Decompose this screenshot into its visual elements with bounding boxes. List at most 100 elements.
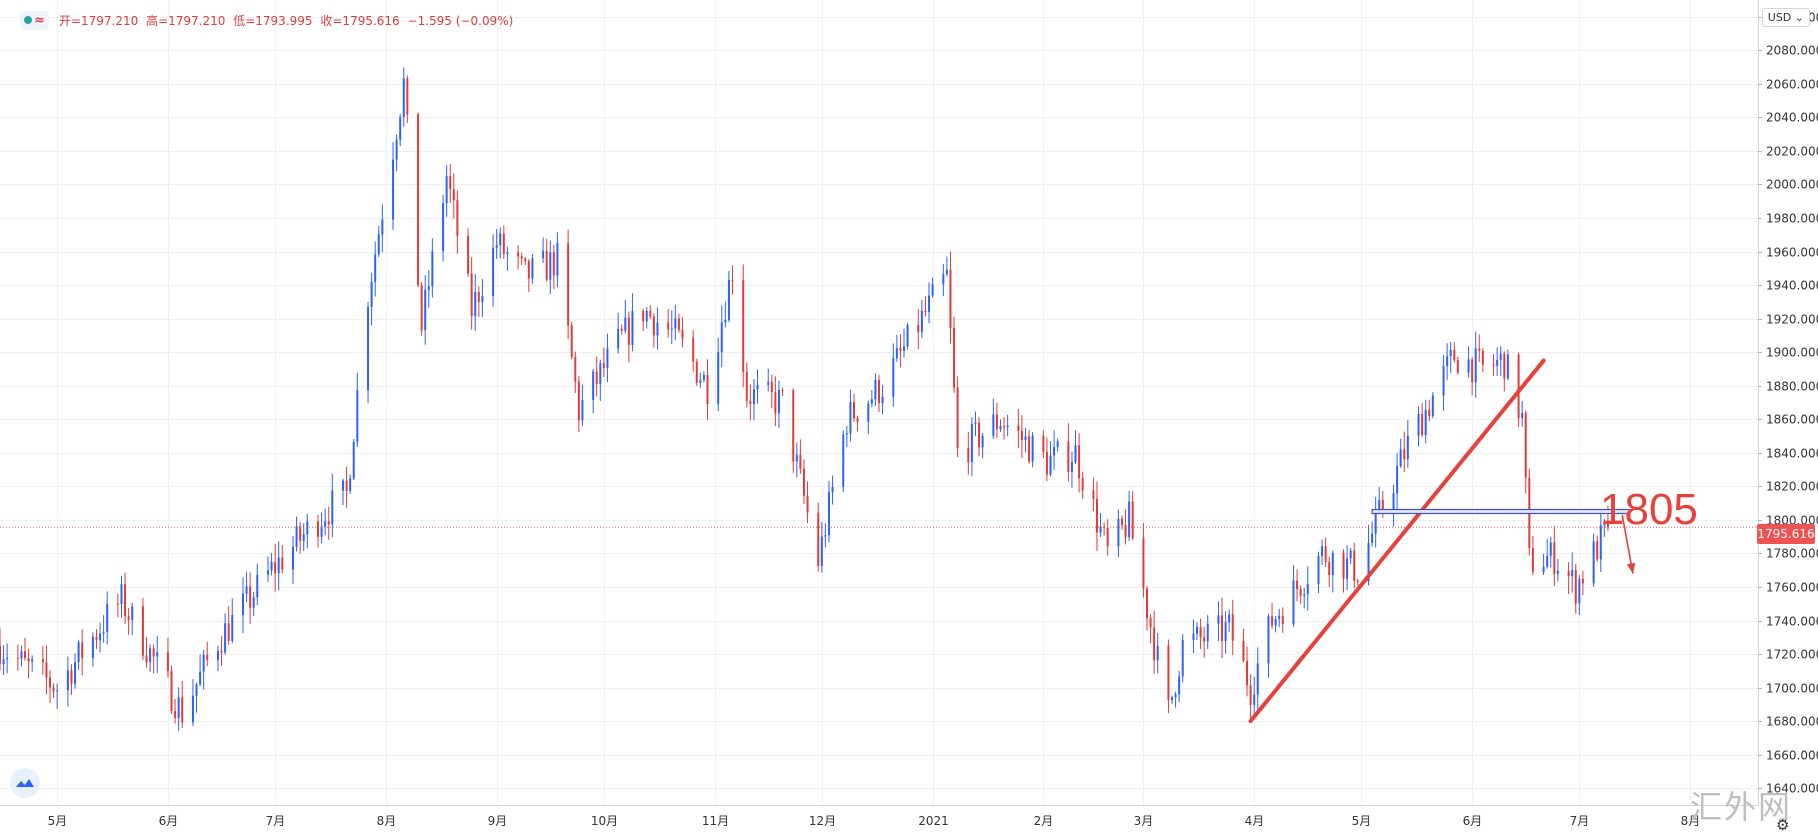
candle-body — [649, 310, 652, 317]
candle-body — [928, 295, 931, 312]
candle-body — [881, 396, 884, 404]
candle-body — [874, 379, 877, 400]
annotation-1805[interactable]: 1805 — [1600, 485, 1698, 534]
candle-body — [1581, 578, 1584, 584]
ohlc-legend: ≈ 开=1797.210 高=1797.210 低=1793.995 收=179… — [20, 8, 517, 32]
price-tick-label: 1700.000 — [1766, 682, 1818, 696]
candle-body — [931, 284, 934, 296]
candle-body — [1299, 589, 1302, 596]
candle-body — [317, 521, 320, 537]
candle-body — [967, 448, 970, 463]
candle-body — [281, 557, 284, 570]
candle-body — [1192, 633, 1195, 640]
candle-body — [953, 327, 956, 388]
price-tick-label: 1880.000 — [1766, 380, 1818, 394]
candle-body — [399, 116, 402, 140]
candle-body — [831, 486, 834, 493]
candle-body — [1296, 580, 1299, 590]
candle-body — [799, 454, 802, 469]
currency-dropdown[interactable]: USD ⌄ — [1761, 8, 1810, 27]
candle-body — [949, 269, 952, 328]
candle-body — [920, 310, 923, 333]
candle-body — [802, 468, 805, 496]
candle-body — [1381, 500, 1384, 512]
candle-body — [795, 454, 798, 462]
candle-body — [731, 279, 734, 281]
price-axis[interactable]: 1640.000 1660.000 1680.000 1700.000 1720.000… — [1758, 0, 1818, 835]
candle-body — [577, 381, 580, 421]
candle-body — [631, 310, 634, 346]
candle-body — [717, 352, 720, 405]
candle-body — [156, 652, 159, 657]
gear-icon[interactable]: ⚙ — [1776, 816, 1790, 834]
candle-body — [77, 642, 80, 663]
price-tick-label: 2000.000 — [1766, 178, 1818, 192]
candle-body — [556, 243, 559, 276]
candle-body — [224, 623, 227, 653]
high-value: 高=1797.210 — [146, 13, 226, 28]
candle-body — [356, 390, 359, 443]
candle-body — [531, 258, 534, 279]
candle-body — [1374, 509, 1377, 534]
candle-body — [1228, 614, 1231, 623]
candle-body — [1592, 541, 1595, 584]
candle-body — [106, 603, 109, 633]
tradingview-logo-icon[interactable] — [10, 768, 40, 798]
candle-body — [1356, 580, 1359, 582]
candle-body — [742, 280, 745, 372]
candle-body — [806, 495, 809, 513]
chart-drawings[interactable] — [0, 358, 1758, 724]
candle-body — [1017, 425, 1020, 431]
candle-body — [574, 356, 577, 382]
time-tick-label: 11月 — [702, 814, 729, 828]
candle-body — [770, 381, 773, 393]
candle-body — [1603, 521, 1606, 526]
candle-body — [1303, 594, 1306, 596]
candle-body — [141, 606, 144, 656]
candle-body — [292, 546, 294, 570]
time-axis[interactable]: 5月 6月 7月 8月 9月 10月 11月 12月 2021 2月 3月 4月 5月 6月 7月 8月 — [0, 805, 1758, 829]
candle-body — [1453, 350, 1456, 361]
candle-body — [870, 399, 873, 404]
down-arrow-head — [1626, 562, 1636, 574]
candle-body — [199, 671, 202, 685]
candle-body — [427, 286, 430, 290]
candle-body — [792, 390, 795, 462]
candle-body — [1196, 627, 1199, 634]
candle-body — [899, 347, 902, 351]
candle-body — [31, 659, 34, 662]
status-dots-icon[interactable]: ≈ — [20, 10, 49, 30]
candle-body — [506, 252, 509, 254]
candle-body — [1142, 538, 1145, 589]
candle-body — [1546, 555, 1549, 567]
candle-body — [1596, 541, 1599, 560]
candle-body — [970, 424, 973, 463]
candle-body — [66, 670, 69, 691]
candle-body — [256, 574, 259, 598]
candle-body — [74, 662, 77, 684]
candle-body — [1253, 694, 1256, 705]
candle-body — [1346, 558, 1349, 579]
candle-body — [978, 422, 981, 448]
candle-body — [570, 325, 573, 357]
time-tick-label: 3月 — [1134, 814, 1154, 828]
candle-body — [99, 633, 102, 641]
candle-body — [1128, 501, 1131, 538]
candle-body — [652, 316, 655, 336]
change-value: −1.595 (−0.09%) — [407, 13, 514, 28]
price-tick-label: 1680.000 — [1766, 715, 1818, 729]
candle-body — [481, 296, 484, 302]
candle-body — [774, 392, 777, 414]
candle-body — [1421, 414, 1424, 435]
candle-body — [677, 318, 680, 330]
candle-body — [1317, 556, 1320, 585]
candle-body — [377, 234, 380, 255]
candle-body — [745, 371, 748, 401]
candle-body — [1267, 616, 1270, 664]
candle-body — [981, 435, 984, 448]
candle-body — [1428, 409, 1431, 417]
candle-body — [820, 536, 823, 567]
candle-body — [49, 677, 52, 688]
time-tick-label: 5月 — [48, 814, 68, 828]
